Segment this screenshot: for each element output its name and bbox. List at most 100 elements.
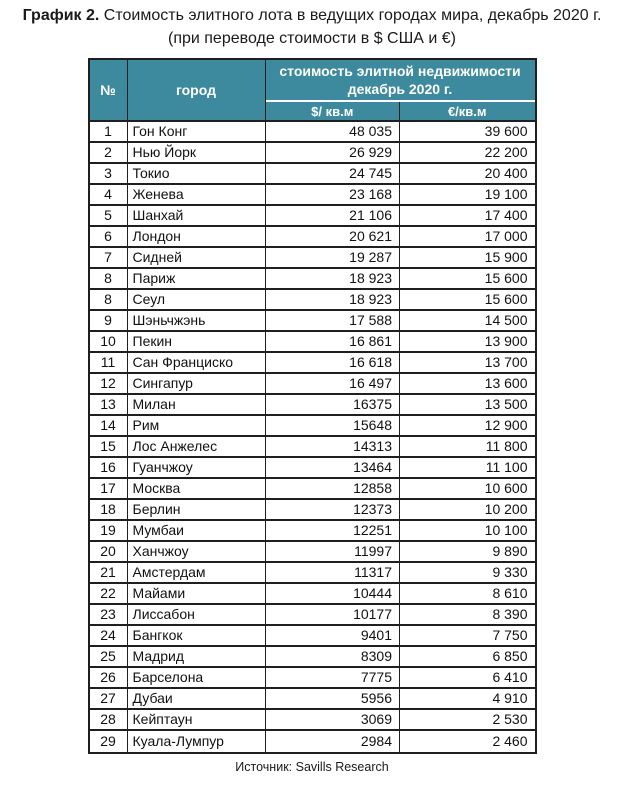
table-row: 4 Женева 23 168 19 100 [89,185,535,206]
cell-usd: 3069 [265,710,400,731]
cell-num: 28 [89,710,128,731]
cell-eur: 39 600 [400,122,535,143]
cell-num: 24 [89,626,128,647]
table-row: 24 Бангкок 9401 7 750 [89,626,535,647]
cell-city: Гуанчжоу [127,458,266,479]
table-body: 1 Гон Конг 48 035 39 600 2 Нью Йорк 26 929 22 2… [89,122,535,752]
cell-eur: 14 500 [400,311,535,332]
cell-city: Лиссабон [127,605,266,626]
cell-usd: 16 861 [265,332,400,353]
cell-eur: 11 800 [400,437,535,458]
cell-city: Амстердам [127,563,266,584]
cell-usd: 12373 [265,500,400,521]
cell-num: 2 [89,143,128,164]
table-row: 27 Дубаи 5956 4 910 [89,689,535,710]
cell-eur: 2 460 [492,733,528,749]
cell-city: Майами [127,584,266,605]
cell-eur: 20 400 [400,164,535,185]
cell-eur: 10 600 [400,479,535,500]
cell-num: 11 [89,353,128,374]
cell-usd: 9401 [265,626,400,647]
cell-num: 3 [89,164,128,185]
cell-eur: 4 910 [400,689,535,710]
cell-eur: 6 410 [400,668,535,689]
table-row: 29 Куала-Лумпур 2984 2 460 [90,731,535,752]
chart-title: График 2. Стоимость элитного лота в веду… [0,5,624,26]
cell-city: Париж [127,269,266,290]
table-row: 3 Токио 24 745 20 400 [89,164,535,185]
table-row: 7 Сидней 19 287 15 900 [89,248,535,269]
cell-eur: 8 610 [400,584,535,605]
table-header: № город стоимость элитной недвижимости д… [89,60,535,122]
table-row: 16 Гуанчжоу 13464 11 100 [89,458,535,479]
chart-subtitle: (при переводе стоимости в $ США и €) [167,30,456,47]
column-header-num: № [89,60,128,122]
cell-eur: 13 500 [400,395,535,416]
cell-city: Нью Йорк [127,143,266,164]
table-row: 18 Берлин 12373 10 200 [89,500,535,521]
cell-usd: 15648 [265,416,400,437]
cell-eur: 22 200 [400,143,535,164]
cell-eur: 15 600 [400,269,535,290]
cell-usd: 18 923 [265,269,400,290]
table-row: 8 Сеул 18 923 15 600 [89,290,535,311]
cell-num: 8 [89,290,128,311]
cell-usd: 17 588 [265,311,400,332]
cell-usd: 26 929 [265,143,400,164]
cell-num: 12 [89,374,128,395]
cell-usd: 12858 [265,479,400,500]
cell-num: 8 [89,269,128,290]
cell-city: Лос Анжелес [127,437,266,458]
table-row: 15 Лос Анжелес 14313 11 800 [89,437,535,458]
cell-usd: 10444 [265,584,400,605]
table-row: 22 Майами 10444 8 610 [89,584,535,605]
cell-num: 25 [89,647,128,668]
cell-city: Сан Франциско [127,353,266,374]
cell-eur: 8 390 [400,605,535,626]
column-header-group-line1: стоимость элитной недвижимости [279,63,521,79]
column-header-eur: €/кв.м [400,102,535,122]
cell-num: 10 [89,332,128,353]
cell-num: 19 [89,521,128,542]
cell-usd: 7775 [265,668,400,689]
cell-usd: 11317 [265,563,400,584]
cell-num: 1 [89,122,128,143]
cell-num: 20 [89,542,128,563]
cell-usd: 16375 [265,395,400,416]
cell-city: Сингапур [127,374,266,395]
table-row: 28 Кейптаун 3069 2 530 [89,710,535,731]
table-row: 13 Милан 16375 13 500 [89,395,535,416]
cell-city: Гон Конг [127,122,266,143]
cell-num: 17 [89,479,128,500]
chart-title-text: Стоимость элитного лота в ведущих города… [103,7,602,24]
cell-num: 14 [89,416,128,437]
cell-usd: 24 745 [265,164,400,185]
table-row: 25 Мадрид 8309 6 850 [89,647,535,668]
cell-usd: 8309 [265,647,400,668]
table-row: 12 Сингапур 16 497 13 600 [89,374,535,395]
cell-city: Шанхай [127,206,266,227]
cell-eur: 10 200 [400,500,535,521]
table-row: 20 Ханчжоу 11997 9 890 [89,542,535,563]
cell-city: Сидней [127,248,266,269]
table-row: 11 Сан Франциско 16 618 13 700 [89,353,535,374]
cell-usd: 5956 [265,689,400,710]
cell-city: Мадрид [127,647,266,668]
cell-city: Дубаи [127,689,266,710]
cell-num: 27 [89,689,128,710]
table-row: 10 Пекин 16 861 13 900 [89,332,535,353]
chart-title-prefix: График 2. [22,7,100,24]
cell-num: 23 [89,605,128,626]
cell-usd: 21 106 [265,206,400,227]
cell-usd: 18 923 [265,290,400,311]
cell-num: 4 [89,185,128,206]
cell-num: 7 [89,248,128,269]
cell-usd: 16 497 [265,374,400,395]
table-row: 9 Шэньчжэнь 17 588 14 500 [89,311,535,332]
cell-city: Сеул [127,290,266,311]
cell-city: Шэньчжэнь [127,311,266,332]
cell-eur: 15 900 [400,248,535,269]
cell-usd: 48 035 [265,122,400,143]
cell-eur: 17 000 [400,227,535,248]
